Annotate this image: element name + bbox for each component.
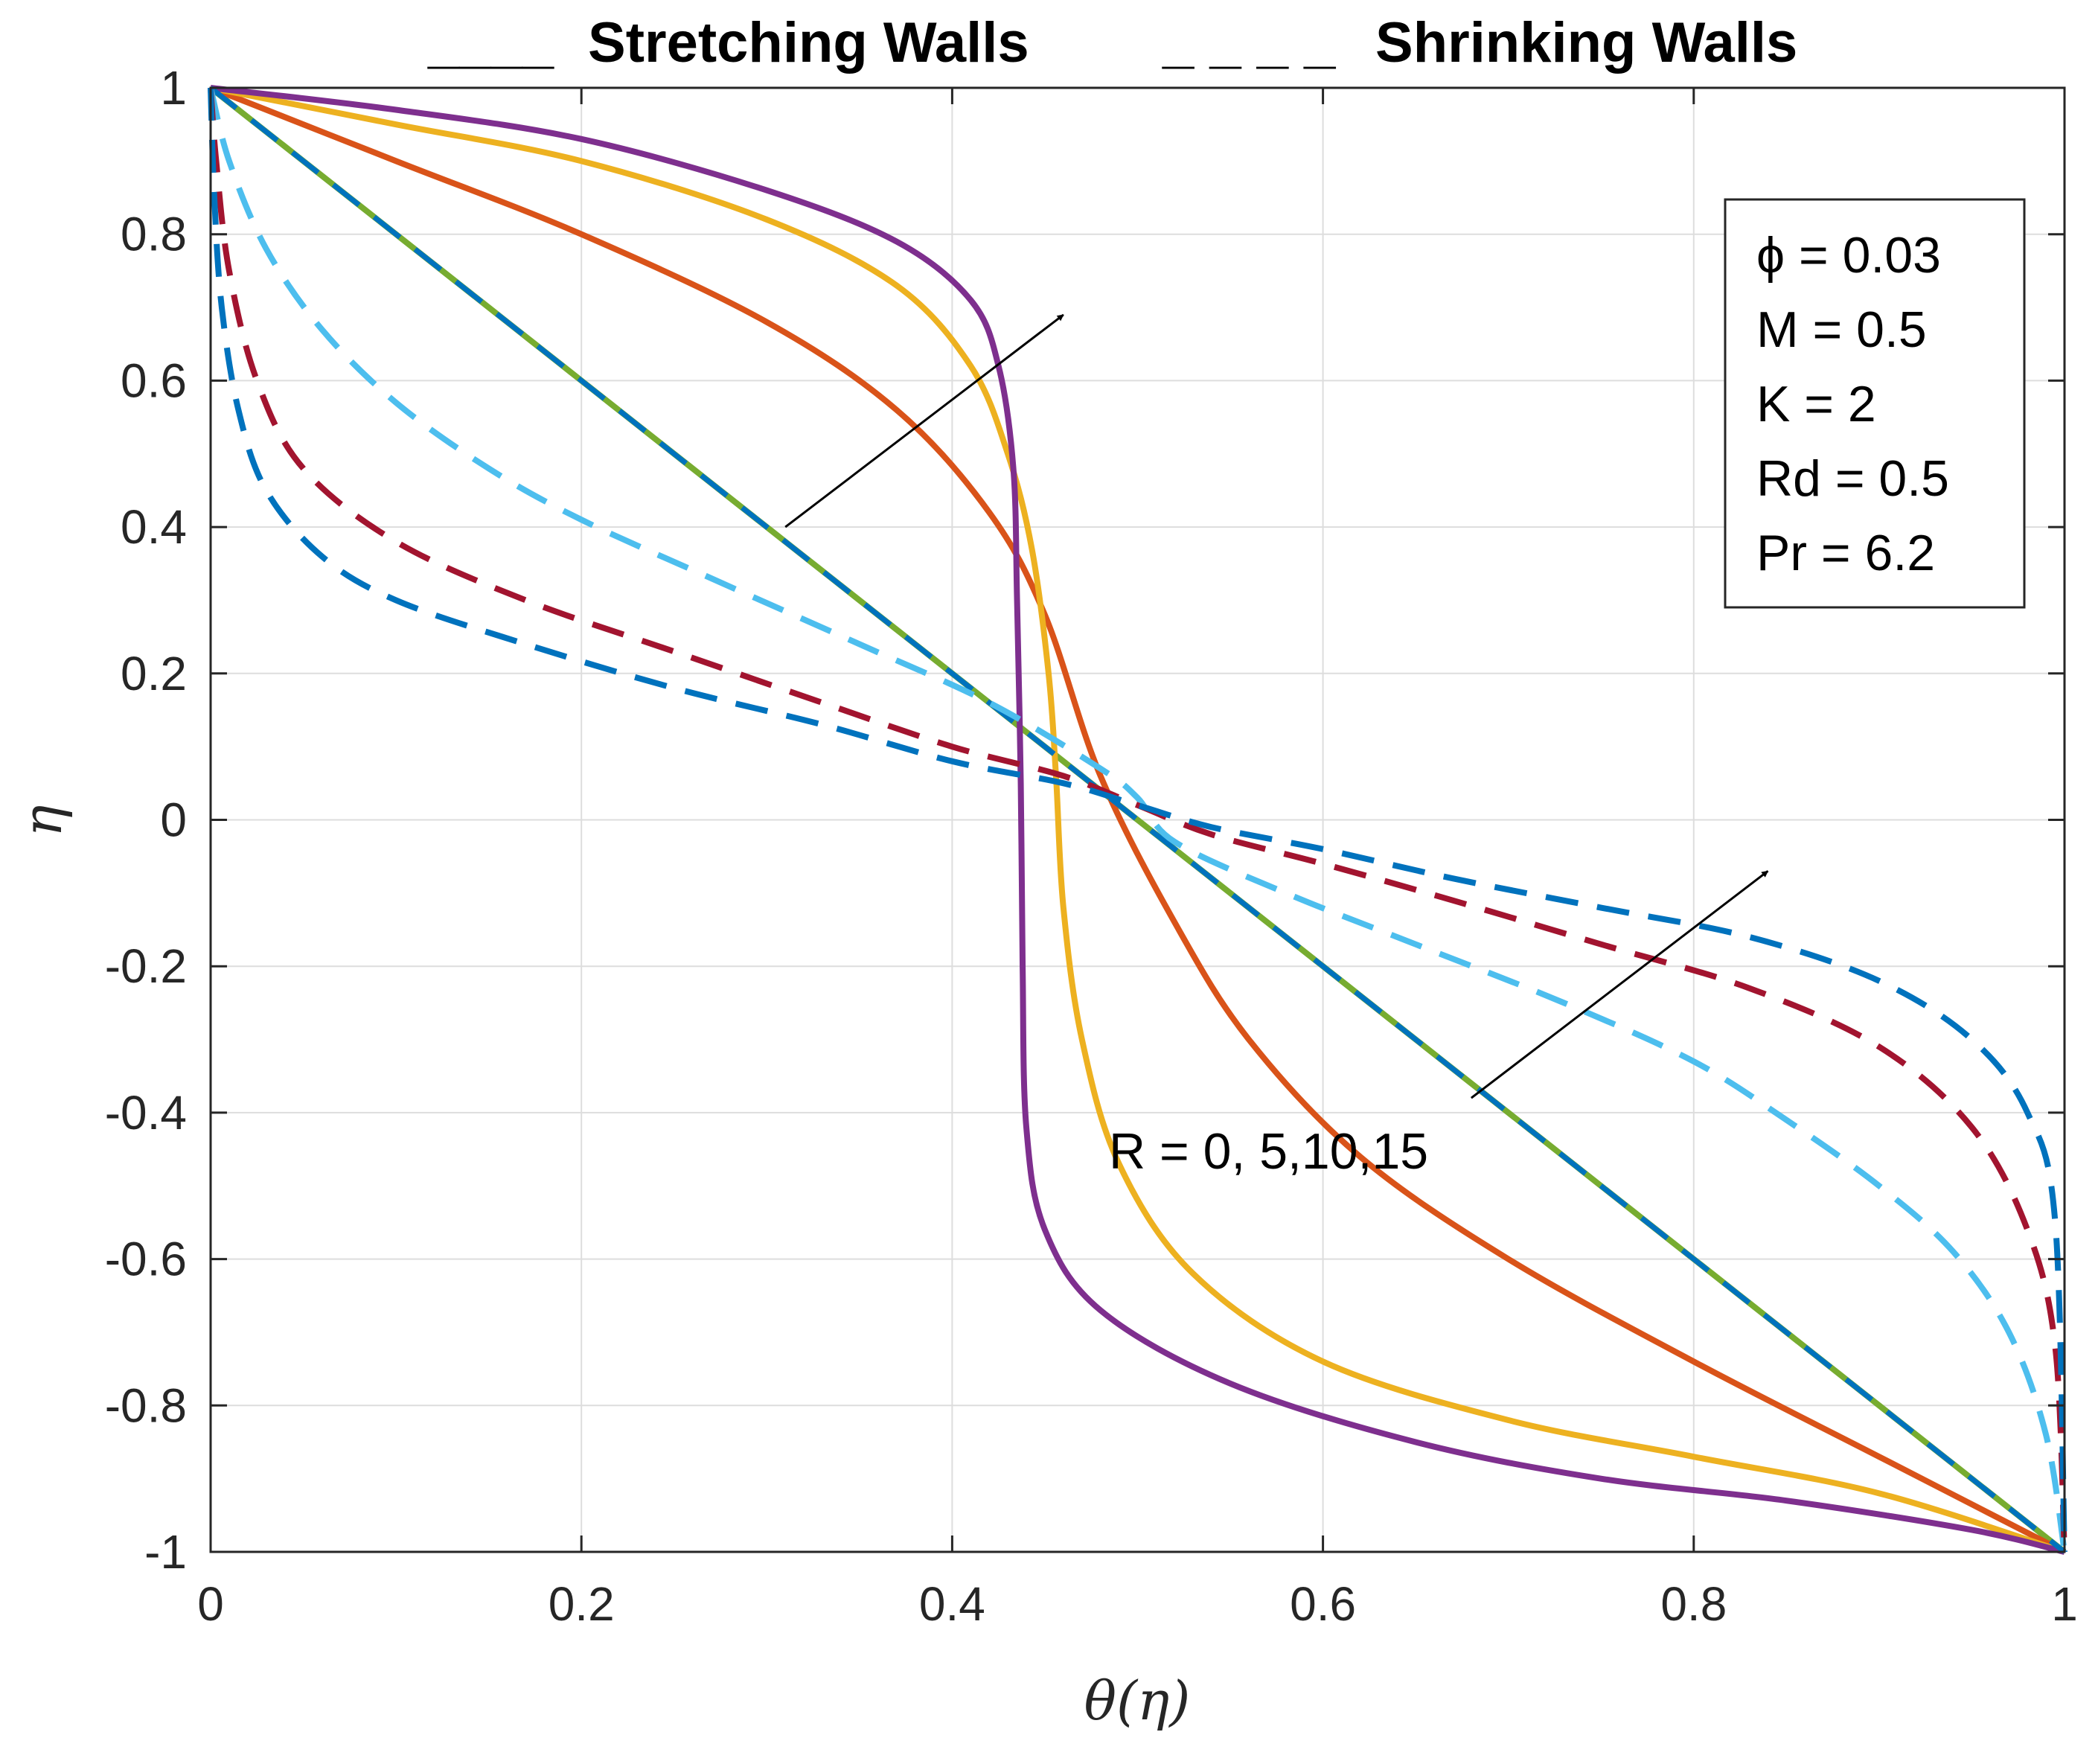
y-tick-label: -0.2 — [105, 939, 187, 993]
y-tick-label: -0.6 — [105, 1233, 187, 1286]
x-tick-label: 0.6 — [1290, 1577, 1356, 1631]
param-m: M = 0.5 — [1756, 301, 1927, 358]
legend: ____ Stretching Walls _ _ _ _ Shrinking … — [427, 11, 1797, 74]
series-layer — [208, 85, 2067, 1555]
x-tick-label: 0.4 — [919, 1577, 985, 1631]
y-tick-label: 1 — [160, 61, 187, 115]
series-line-shrinking-5 — [208, 87, 2067, 1553]
y-tick-label: 0.2 — [121, 647, 187, 700]
x-tick-label: 1 — [2051, 1577, 2078, 1631]
param-phi: ϕ = 0.03 — [1756, 227, 1941, 284]
y-tick-label: -1 — [144, 1525, 187, 1579]
legend-stretching-marker: ____ — [427, 11, 554, 74]
annotation-arrows — [784, 313, 1769, 1099]
grid — [210, 87, 2065, 1553]
legend-stretching-label: Stretching Walls — [588, 11, 1029, 74]
x-tick-label: 0 — [197, 1577, 224, 1631]
y-tick-label: 0.8 — [121, 208, 187, 261]
y-tick-label: 0 — [160, 793, 187, 847]
annotation-arrow-1 — [1470, 870, 1769, 1099]
y-tick-label: -0.8 — [105, 1378, 187, 1432]
param-k: K = 2 — [1756, 376, 1876, 432]
legend-shrinking-marker: _ _ _ _ — [1162, 11, 1336, 74]
y-tick-label: 0.6 — [121, 354, 187, 407]
y-axis-label: η — [11, 805, 74, 837]
legend-shrinking-label: Shrinking Walls — [1375, 11, 1797, 74]
param-pr: Pr = 6.2 — [1756, 525, 1935, 581]
x-axis-label: θ(η) — [1084, 1669, 1191, 1732]
annotation-r-values: R = 0, 5,10,15 — [1109, 1123, 1428, 1180]
series-line-shrinking-7 — [208, 87, 2067, 1553]
x-tick-label: 0.8 — [1660, 1577, 1727, 1631]
params-box: ϕ = 0.03 M = 0.5 K = 2 Rd = 0.5 Pr = 6.2 — [1724, 198, 2026, 609]
series-line-stretching-4 — [208, 86, 2067, 1554]
series-line-stretching-3 — [210, 85, 2065, 1555]
series-line-stretching-2 — [210, 85, 2066, 1555]
param-rd: Rd = 0.5 — [1756, 450, 1949, 507]
y-tick-label: 0.4 — [121, 500, 187, 554]
ticks-layer: 0 0.2 0.4 0.6 0.8 1 -1 -0.8 -0.6 -0.4 -0.2 0 0.2 0.4 0… — [105, 61, 2078, 1631]
series-line-shrinking-6 — [208, 87, 2067, 1553]
params-box-frame — [1724, 198, 2026, 609]
y-tick-label: -0.4 — [105, 1086, 187, 1140]
x-tick-label: 0.2 — [549, 1577, 615, 1631]
series-line-stretching-1 — [209, 85, 2066, 1555]
annotation-arrow-0 — [784, 313, 1064, 528]
